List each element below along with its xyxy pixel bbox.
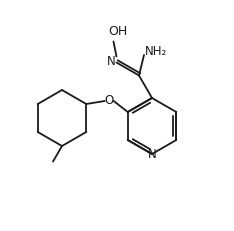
Text: N: N — [148, 149, 156, 161]
Text: N: N — [107, 55, 116, 68]
Text: OH: OH — [108, 25, 127, 38]
Text: O: O — [104, 94, 113, 106]
Text: NH₂: NH₂ — [145, 46, 167, 58]
